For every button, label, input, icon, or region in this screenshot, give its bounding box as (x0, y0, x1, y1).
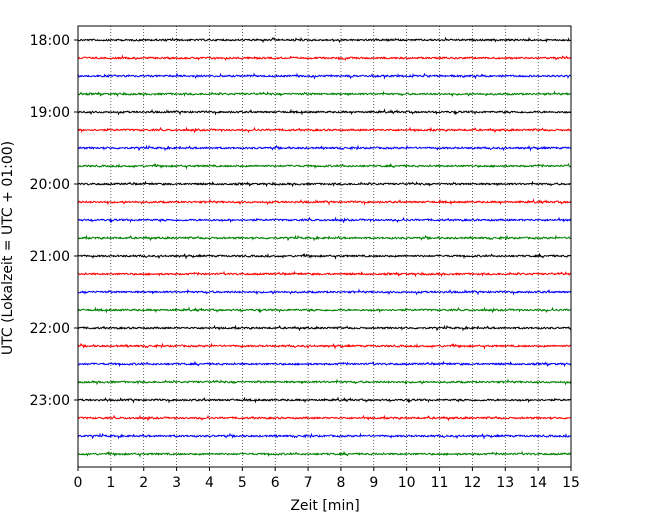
x-tick-label: 6 (271, 475, 280, 491)
x-tick-label: 5 (238, 475, 247, 491)
y-tick-label: 19:00 (30, 105, 70, 121)
x-tick-label: 2 (139, 475, 148, 491)
x-tick-label: 10 (398, 475, 416, 491)
trace-line (77, 216, 572, 224)
x-tick-label: 0 (74, 475, 83, 491)
trace-line (77, 288, 572, 296)
trace-line (77, 126, 572, 134)
y-tick-label: 18:00 (30, 33, 70, 49)
trace-line (77, 414, 572, 422)
x-axis-title: Zeit [min] (290, 498, 359, 514)
plot-frame (77, 25, 572, 468)
y-axis-ticks: 18:00 19:00 20:00 21:00 22:00 23:00 (30, 33, 78, 409)
x-tick-label: 7 (304, 475, 313, 491)
x-tick-label: 13 (496, 475, 514, 491)
y-tick-label: 20:00 (30, 177, 70, 193)
trace-line (77, 36, 572, 44)
trace-line (77, 270, 572, 278)
seismic-traces (77, 36, 572, 458)
trace-line (77, 432, 572, 440)
trace-line (77, 144, 572, 152)
trace-line (77, 252, 572, 260)
trace-line (77, 108, 572, 116)
y-tick-label: 21:00 (30, 249, 70, 265)
x-tick-label: 8 (336, 475, 345, 491)
trace-line (77, 360, 572, 368)
x-tick-label: 3 (172, 475, 181, 491)
trace-line (77, 198, 572, 206)
x-tick-label: 12 (463, 475, 481, 491)
trace-line (77, 54, 572, 62)
trace-line (77, 162, 572, 170)
trace-line (77, 306, 572, 314)
y-axis-title: UTC (Lokalzeit = UTC + 01:00) (0, 141, 16, 355)
trace-line (77, 378, 572, 386)
trace-line (77, 342, 572, 350)
x-tick-label: 4 (205, 475, 214, 491)
x-tick-label: 15 (562, 475, 580, 491)
trace-line (77, 234, 572, 242)
x-tick-label: 9 (369, 475, 378, 491)
x-tick-label: 11 (431, 475, 449, 491)
x-tick-label: 14 (529, 475, 547, 491)
trace-line (77, 180, 572, 188)
x-axis-ticks: 0 1 2 3 4 5 6 7 8 9 10 11 12 13 14 15 (74, 467, 580, 491)
y-tick-label: 23:00 (30, 393, 70, 409)
trace-line (77, 90, 572, 98)
trace-line (77, 396, 572, 404)
trace-line (77, 324, 572, 332)
y-tick-label: 22:00 (30, 321, 70, 337)
trace-line (77, 450, 572, 458)
trace-line (77, 72, 572, 80)
x-tick-label: 1 (106, 475, 115, 491)
